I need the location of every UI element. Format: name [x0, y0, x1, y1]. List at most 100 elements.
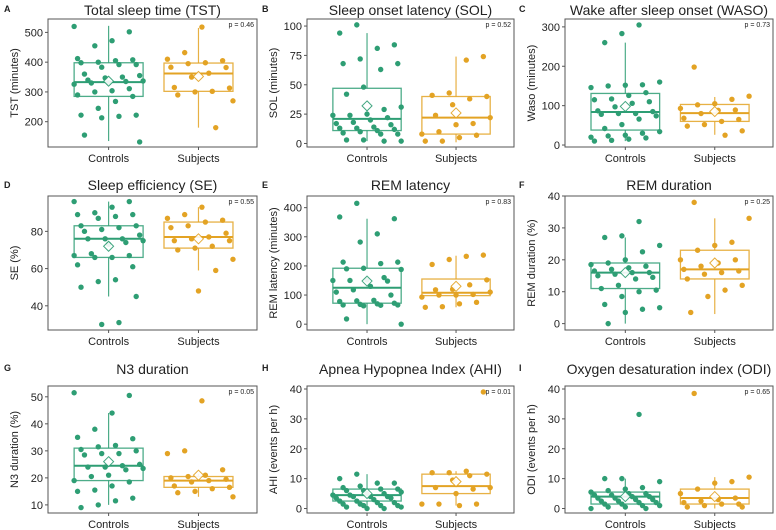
data-point	[456, 301, 463, 307]
y-tick-label: 300	[25, 87, 43, 99]
data-point	[333, 289, 339, 295]
mean-marker	[361, 487, 373, 500]
data-point	[130, 57, 136, 63]
data-point	[694, 102, 701, 108]
data-point	[746, 93, 752, 99]
plot-frame	[564, 18, 774, 148]
data-point	[677, 490, 684, 497]
data-point	[130, 211, 136, 218]
data-point	[398, 104, 404, 110]
data-point	[140, 237, 146, 244]
y-axis-label: SOL (minutes)	[268, 48, 280, 119]
series-subjects	[419, 389, 493, 509]
data-point	[140, 78, 146, 84]
y-tick-label: 80	[31, 226, 43, 238]
y-tick-label: 10	[548, 474, 560, 486]
data-point	[119, 74, 126, 80]
x-tick-label: Subjects	[694, 153, 737, 165]
data-point	[422, 304, 429, 310]
data-point	[364, 111, 370, 117]
series-controls	[330, 200, 404, 327]
data-point	[694, 486, 701, 492]
data-point	[456, 502, 463, 509]
data-point	[133, 61, 139, 68]
data-point	[109, 204, 115, 210]
data-point	[95, 444, 101, 450]
data-point	[195, 288, 202, 294]
data-point	[374, 231, 380, 237]
series-subjects	[677, 199, 752, 316]
data-point	[432, 287, 439, 293]
y-tick-label: 30	[290, 414, 302, 426]
y-tick-label: 25	[290, 109, 302, 121]
data-point	[226, 484, 233, 491]
x-tick-label: Controls	[605, 519, 646, 530]
data-point	[377, 260, 384, 267]
data-point	[602, 125, 608, 132]
data-point	[116, 61, 122, 68]
data-point	[639, 249, 646, 255]
y-tick-label: 60	[31, 264, 43, 276]
data-point	[112, 442, 119, 449]
data-point	[164, 450, 171, 457]
data-point	[350, 119, 357, 126]
data-point	[377, 302, 384, 308]
y-axis-label: ODI (events per h)	[526, 404, 538, 494]
data-point	[130, 264, 136, 270]
y-tick-label: 0	[296, 504, 302, 516]
data-point	[622, 309, 629, 316]
data-point	[360, 265, 367, 271]
p-value-label: p = 0.65	[745, 389, 771, 396]
chart-title: N3 duration	[116, 361, 188, 377]
data-point	[463, 253, 469, 259]
data-point	[388, 121, 394, 128]
data-point	[340, 60, 346, 67]
data-point	[736, 116, 742, 123]
data-point	[467, 282, 473, 288]
data-point	[133, 223, 139, 229]
data-point	[71, 477, 77, 484]
chart-title: Apnea Hypopnea Index (AHI)	[319, 361, 502, 377]
panel-a: A Total sleep time (TST) 200 300 400 500 TST (…	[4, 2, 258, 165]
data-point	[181, 211, 188, 218]
data-point	[230, 256, 236, 262]
y-tick-label: 20	[31, 473, 43, 485]
p-value-label: p = 0.83	[486, 199, 512, 206]
data-point	[185, 473, 191, 480]
data-point	[388, 495, 394, 501]
data-point	[605, 320, 611, 327]
y-tick-label: 500	[25, 27, 43, 39]
data-point	[102, 464, 108, 470]
data-point	[619, 475, 625, 482]
data-point	[81, 71, 88, 77]
data-point	[374, 45, 380, 52]
panel-letter: F	[519, 180, 525, 190]
data-point	[99, 450, 105, 457]
data-point	[388, 292, 394, 298]
data-point	[92, 426, 98, 432]
data-point	[330, 277, 336, 284]
box-iqr	[163, 62, 234, 92]
data-point	[333, 120, 339, 127]
data-point	[213, 267, 219, 274]
data-point	[185, 223, 191, 229]
data-point	[164, 56, 171, 62]
data-point	[347, 277, 353, 284]
data-point	[480, 252, 487, 258]
data-point	[116, 113, 122, 120]
data-point	[701, 502, 708, 509]
series-controls	[330, 471, 404, 512]
series-subjects	[163, 24, 236, 131]
data-point	[337, 298, 343, 305]
data-point	[74, 211, 81, 218]
data-point	[588, 505, 594, 512]
plot-frame	[47, 195, 258, 331]
data-point	[136, 232, 143, 238]
data-point	[629, 100, 635, 106]
y-tick-label: 0	[554, 319, 560, 331]
box-iqr	[679, 249, 750, 280]
data-point	[643, 89, 649, 96]
data-point	[484, 93, 490, 100]
data-point	[199, 204, 205, 210]
data-point	[130, 93, 136, 100]
